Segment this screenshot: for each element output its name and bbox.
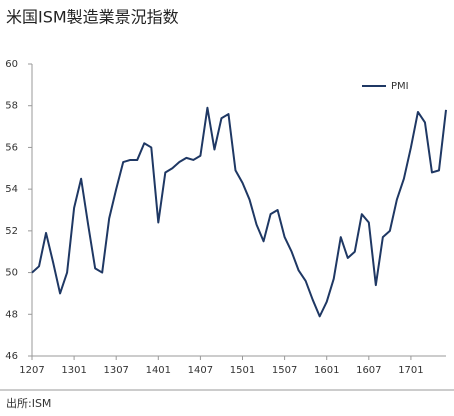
x-tick-label: 1301 [61, 365, 86, 376]
y-tick-label: 58 [5, 101, 18, 112]
source: 出所:ISM [6, 396, 51, 410]
chart-title: 米国ISM製造業景況指数 [6, 8, 179, 27]
x-tick-label: 1307 [103, 365, 128, 376]
y-tick-label: 60 [5, 59, 18, 70]
y-tick-label: 56 [5, 142, 18, 153]
x-tick-label: 1501 [230, 365, 255, 376]
x-tick-label: 1601 [314, 365, 339, 376]
line-series [31, 106, 447, 318]
x-tick-label: 1507 [272, 365, 297, 376]
y-tick-label: 48 [5, 309, 18, 320]
x-tick-label: 1407 [188, 365, 213, 376]
y-tick-label: 46 [5, 351, 18, 362]
legend-label: PMI [391, 81, 409, 92]
x-tick-label: 1701 [398, 365, 423, 376]
y-tick-label: 50 [5, 268, 18, 279]
x-tick-label: 1207 [19, 365, 44, 376]
x-tick-label: 1607 [356, 365, 381, 376]
y-tick-label: 54 [5, 184, 18, 195]
y-tick-label: 52 [5, 226, 18, 237]
x-tick-label: 1401 [146, 365, 171, 376]
